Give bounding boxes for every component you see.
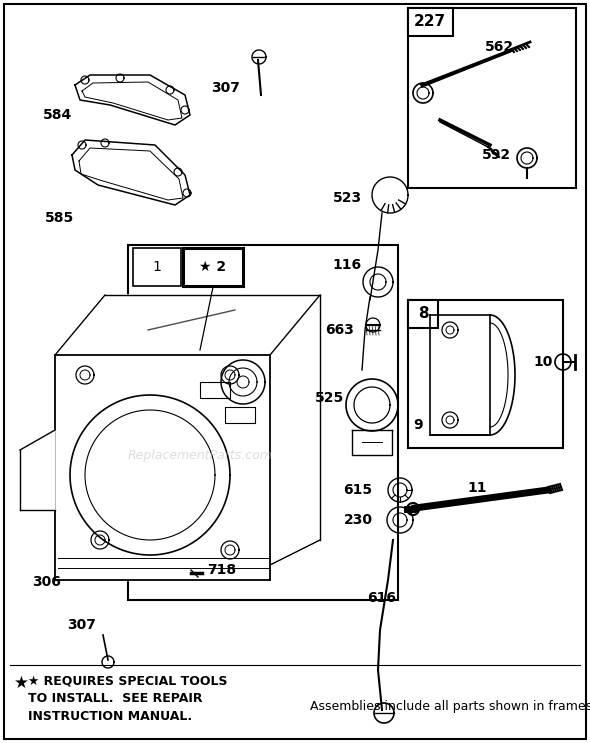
Text: Assemblies include all parts shown in frames.: Assemblies include all parts shown in fr… (310, 700, 590, 713)
Bar (408, 8, 453, 36)
Bar (408, 300, 563, 448)
Text: 592: 592 (481, 148, 510, 162)
Bar (133, 248, 181, 286)
Text: 306: 306 (32, 575, 61, 589)
Bar (408, 300, 438, 328)
Text: 307: 307 (212, 81, 241, 95)
Bar (128, 245, 398, 600)
Polygon shape (20, 430, 55, 510)
Text: TO INSTALL.  SEE REPAIR: TO INSTALL. SEE REPAIR (28, 692, 202, 705)
Text: ★ 2: ★ 2 (199, 260, 227, 274)
Text: ★ REQUIRES SPECIAL TOOLS: ★ REQUIRES SPECIAL TOOLS (28, 674, 228, 687)
Text: 230: 230 (343, 513, 372, 527)
Text: 718: 718 (208, 563, 237, 577)
Text: 615: 615 (343, 483, 372, 497)
Bar (183, 248, 243, 286)
Polygon shape (55, 355, 270, 580)
Text: 663: 663 (326, 323, 355, 337)
Text: 8: 8 (418, 307, 428, 322)
Text: INSTRUCTION MANUAL.: INSTRUCTION MANUAL. (28, 710, 192, 723)
Text: 562: 562 (484, 40, 513, 54)
Bar (408, 8, 576, 188)
Text: 11: 11 (467, 481, 487, 495)
Text: 307: 307 (68, 618, 96, 632)
Text: 523: 523 (332, 191, 362, 205)
Text: 116: 116 (332, 258, 362, 272)
Text: 227: 227 (414, 15, 446, 30)
Text: 9: 9 (413, 418, 423, 432)
Text: 584: 584 (42, 108, 71, 122)
Text: 585: 585 (45, 211, 74, 225)
Text: 10: 10 (533, 355, 553, 369)
Text: 1: 1 (153, 260, 162, 274)
Text: 616: 616 (368, 591, 396, 605)
Polygon shape (270, 295, 320, 565)
Text: 525: 525 (316, 391, 345, 405)
Polygon shape (55, 295, 320, 355)
Text: ★: ★ (14, 674, 29, 692)
Text: ReplacementParts.com: ReplacementParts.com (127, 449, 273, 461)
